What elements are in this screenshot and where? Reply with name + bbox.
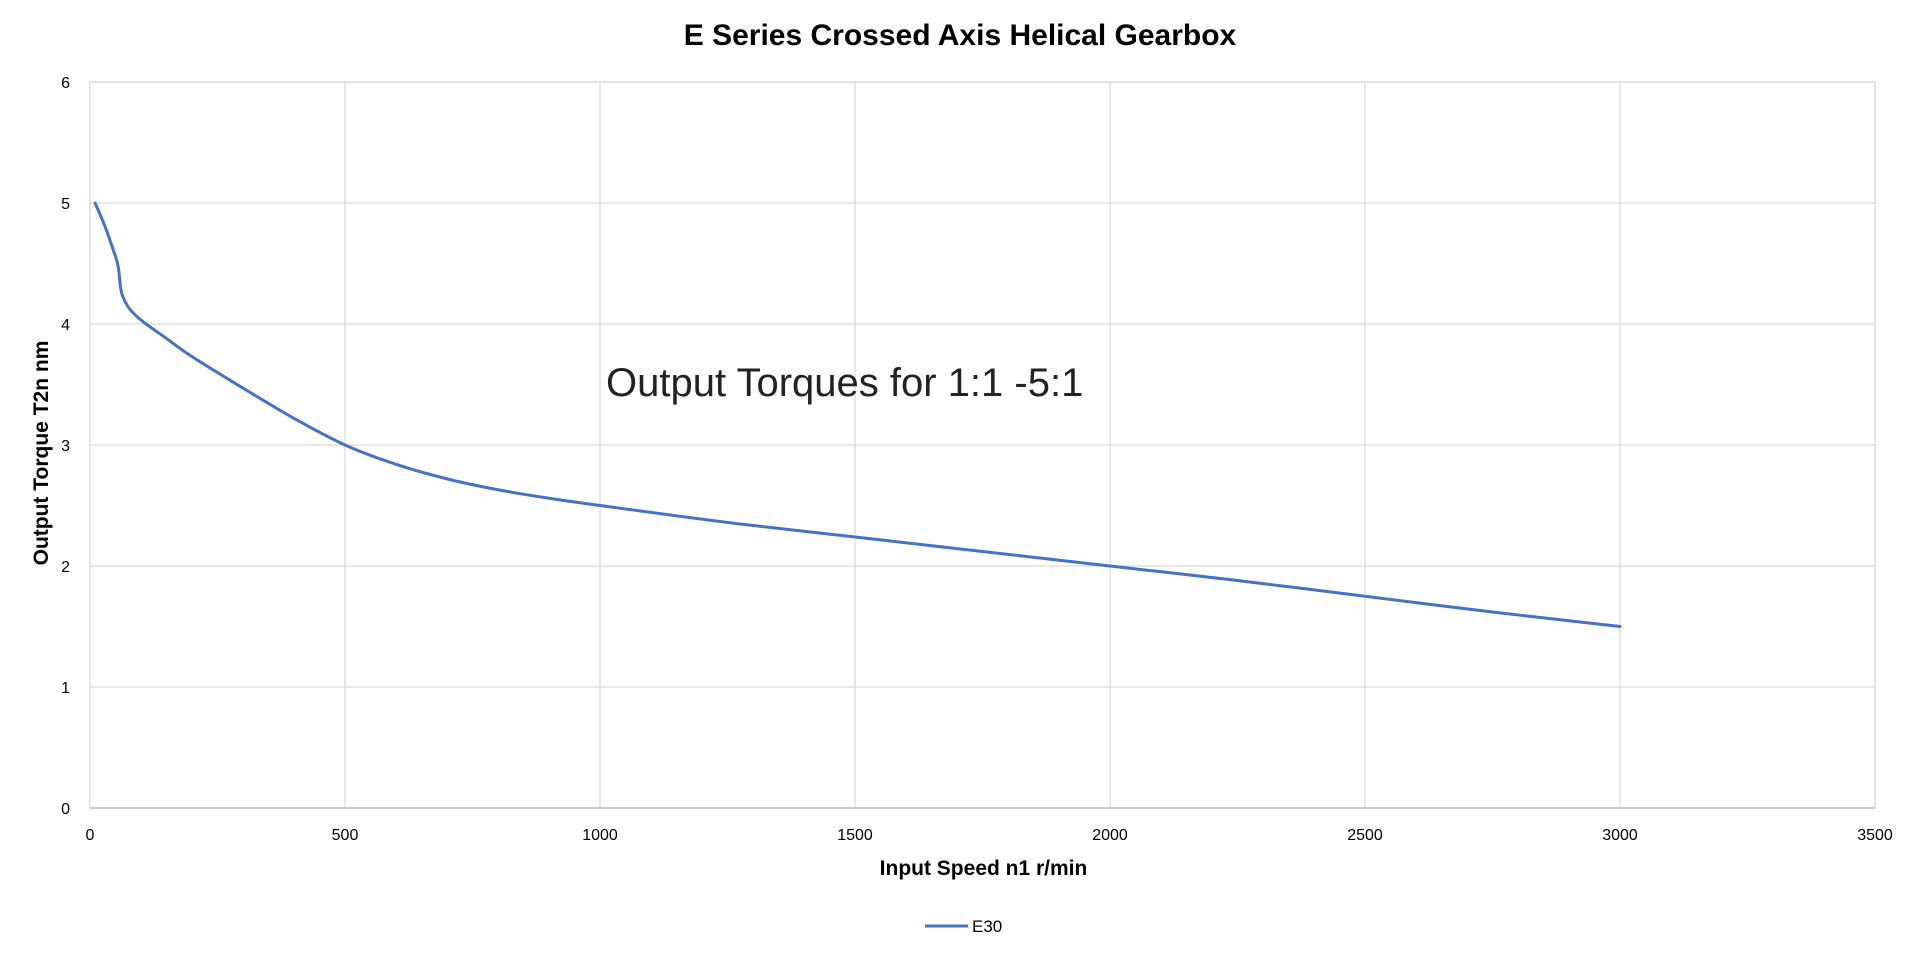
y-tick-label-1: 1 — [61, 680, 70, 697]
x-tick-label-0: 0 — [86, 827, 95, 844]
x-tick-label-2: 1000 — [582, 827, 618, 844]
y-tick-label-5: 5 — [61, 196, 70, 213]
x-tick-label-7: 3500 — [1857, 827, 1893, 844]
x-axis-ticks: 0 500 1000 1500 2000 2500 3000 3500 — [86, 827, 1893, 844]
legend-label-e30: E30 — [972, 917, 1002, 936]
series-lines — [93, 201, 1622, 628]
x-tick-label-3: 1500 — [837, 827, 873, 844]
gridlines — [89, 81, 1876, 809]
y-tick-label-2: 2 — [61, 559, 70, 576]
legend: E30 — [925, 917, 1002, 936]
y-tick-label-0: 0 — [61, 801, 70, 818]
x-axis-title: Input Speed n1 r/min — [880, 857, 1088, 880]
x-tick-label-6: 3000 — [1602, 827, 1638, 844]
series-line-e30 — [93, 201, 1622, 628]
x-tick-label-5: 2500 — [1347, 827, 1383, 844]
x-tick-label-4: 2000 — [1092, 827, 1128, 844]
y-tick-label-6: 6 — [61, 75, 70, 92]
y-axis-ticks: 0 1 2 3 4 5 6 — [61, 75, 70, 818]
y-tick-label-3: 3 — [61, 438, 70, 455]
y-tick-label-4: 4 — [61, 317, 70, 334]
chart-annotation: Output Torques for 1:1 -5:1 — [606, 361, 1083, 405]
y-axis-title: Output Torque T2n nm — [30, 341, 53, 566]
chart-title: E Series Crossed Axis Helical Gearbox — [684, 19, 1237, 52]
x-tick-label-1: 500 — [332, 827, 359, 844]
